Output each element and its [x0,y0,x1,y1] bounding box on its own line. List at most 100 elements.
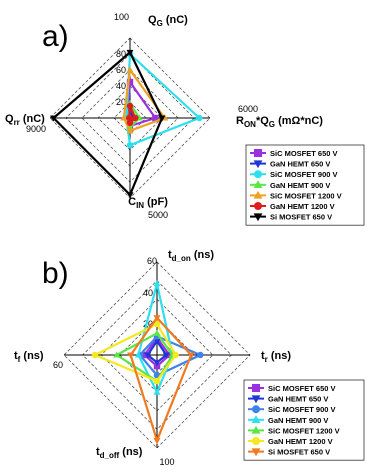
panel-2-max-label-tdoff: 100 [159,457,174,467]
panel-2-axis-title-tdon: td_on (ns) [168,249,214,263]
panel-2-legend-entry-gan-hemt-650-v-marker [251,395,261,404]
panel-1-legend-entry-gan-hemt-900-v: GaN HEMT 900 V [250,180,330,190]
panel-2-series-sic-mosfet-650-v-point-tdoff [153,362,161,370]
panel-1-axis-title-qrr: Qrr (nC) [5,113,45,127]
panel-1-series-gan-hemt-1200-v [125,102,139,127]
panel-1-legend-entry-gan-hemt-1200-v-marker [254,202,262,210]
panel-1-series-gan-hemt-1200-v-point-ronqg [132,114,139,122]
panel-1-axis-title-qg: QG (nC) [148,14,188,28]
panel-2-series-si-mosfet-650-v-point-tf [127,352,135,359]
panel-2-legend-entry-sic-mosfet-650-v-marker [252,384,260,392]
radar-chart-1: a) QG (nC) RON*QG (mΩ*nC) CIN (pF) Qrr (nC) 1… [5,12,365,226]
panel-1-series-sic-mosfet-1200-v-point-cin [126,127,134,134]
panel-2-legend-entry-gan-hemt-650-v: GaN HEMT 650 V [248,395,328,404]
panel-2-series-sic-mosfet-650-v-point-tr [166,351,173,359]
panel-2-series-sic-mosfet-650-v-point-tf [141,351,148,359]
panel-2-tick-20: 20 [143,319,153,329]
panel-2-axis-title-tf: tf (ns) [14,350,44,364]
panel-2-max-label-tf: 60 [53,360,63,370]
panel-1-legend-entry-sic-mosfet-650-v-marker [254,149,262,157]
panel-2-series-gan-hemt-1200-v [91,320,179,385]
panel-2-legend-entry-sic-mosfet-900-v: SiC MOSFET 900 V [248,405,336,414]
panel-1-series-si-mosfet-650-v-point-cin [126,192,134,199]
panel-1-tick-80: 80 [116,49,126,59]
panel-1-legend-entry-sic-mosfet-900-v: SiC MOSFET 900 V [250,170,338,179]
panel-1-axis-title-ronqg: RON*QG (mΩ*nC) [236,115,323,129]
panel-2-legend-entry-gan-hemt-900-v-label: GaN HEMT 900 V [268,416,328,425]
panel-2-legend-entry-sic-mosfet-900-v-marker [252,405,260,414]
panel-1-series-sic-mosfet-900-v-point-ronqg [196,114,203,122]
panel-2-grid-ring [63,261,251,449]
panel-1-max-label-ronqg: 6000 [238,104,258,114]
panel-2-series-sic-mosfet-900-v-point-tr [197,351,204,359]
panel-1-series-sic-mosfet-900-v-point-cin [126,142,134,149]
panel-1-series-si-mosfet-650-v-line [52,51,164,196]
panel-1-label: a) [42,20,69,53]
panel-2-legend-entry-gan-hemt-1200-v-label: GaN HEMT 1200 V [268,437,333,446]
panel-2-tick-40: 40 [143,288,153,298]
panel-1-legend-entry-gan-hemt-1200-v: GaN HEMT 1200 V [250,202,335,211]
panel-1-series-sic-mosfet-650-v-point-qg [126,78,134,86]
panel-2-series-gan-hemt-650-v [144,338,170,367]
panel-2-legend-entry-gan-hemt-650-v-label: GaN HEMT 650 V [268,395,328,404]
panel-1-series-gan-hemt-1200-v-point-cin [126,119,134,127]
panel-2-legend-entry-sic-mosfet-1200-v: SiC MOSFET 1200 V [248,425,340,435]
panel-2-legend-entry-sic-mosfet-1200-v-marker [251,425,261,434]
panel-1-series-gan-hemt-1200-v-point-qrr [125,114,133,122]
panel-2-legend-entry-gan-hemt-900-v-marker [251,415,261,423]
panel-2-series-si-mosfet-650-v-point-tdon [153,315,161,322]
panel-1-max-label-qrr: 9000 [26,124,46,134]
panel-1-tick-40: 40 [116,81,126,91]
panel-1-legend-entry-si-mosfet-650-v-label: Si MOSFET 650 V [270,213,332,222]
panel-2-legend-entry-sic-mosfet-650-v-label: SiC MOSFET 650 V [268,384,336,393]
panel-1-legend-entry-sic-mosfet-1200-v: SiC MOSFET 1200 V [250,190,342,200]
panel-2-legend-entry-sic-mosfet-1200-v-label: SiC MOSFET 1200 V [268,426,340,435]
panel-2-series-gan-hemt-1200-v-point-tdoff [153,377,161,385]
panel-1-legend-entry-gan-hemt-650-v: GaN HEMT 650 V [250,160,330,169]
panel-2-legend-entry-si-mosfet-650-v: Si MOSFET 650 V [248,448,330,457]
panel-2-series-gan-hemt-900-v-point-tdon [153,280,161,287]
panel-2-series [91,280,204,445]
panel-1-legend-entry-si-mosfet-650-v-marker [253,213,263,222]
panel-2-legend-entry-gan-hemt-1200-v: GaN HEMT 1200 V [248,437,333,446]
panel-1-max-label-cin: 5000 [148,210,168,220]
panel-2-series-gan-hemt-1200-v-point-tf [91,351,99,359]
panel-2-series-si-mosfet-650-v-point-tdoff [153,438,161,445]
panel-1-legend-entry-si-mosfet-650-v: Si MOSFET 650 V [250,213,332,222]
panel-2-max-label-tdon: 60 [147,256,157,266]
panel-2-series-si-mosfet-650-v-line [129,316,193,442]
panel-2-axis-title-tdoff: td_off (ns) [96,446,143,460]
panel-1-series [50,49,203,199]
panel-2-legend-entry-sic-mosfet-900-v-label: SiC MOSFET 900 V [268,405,336,414]
panel-2-series-gan-hemt-1200-v-point-tdon [153,320,161,328]
panel-1-series-sic-mosfet-650-v-point-ronqg [152,114,159,122]
panel-2-series-sic-mosfet-1200-v-point-tf [113,351,121,358]
panel-1-series-sic-mosfet-1200-v-point-qrr [120,114,128,121]
panel-1-legend-entry-sic-mosfet-650-v: SiC MOSFET 650 V [250,149,338,158]
panel-2-label: b) [42,257,69,290]
panel-2-legend-entry-gan-hemt-1200-v-marker [252,437,260,445]
panel-1-axis-title-cin: CIN (pF) [128,196,168,210]
panel-2-series-gan-hemt-650-v-point-tdon [153,338,161,345]
radar-chart-2: b) td_on (ns) tr (ns) td_off (ns) tf (ns) 60 1… [14,249,365,467]
panel-1-legend-entry-gan-hemt-1200-v-label: GaN HEMT 1200 V [270,202,335,211]
panel-2-legend-entry-si-mosfet-650-v-marker [251,448,261,457]
panel-2-legend-entry-si-mosfet-650-v-label: Si MOSFET 650 V [268,448,330,457]
panel-1-series-si-mosfet-650-v-point-qrr [50,115,58,122]
panel-1-legend-entry-sic-mosfet-1200-v-marker [253,190,263,199]
panel-1-series-si-mosfet-650-v-point-qg [126,49,134,57]
panel-1-series-sic-mosfet-1200-v-point-qg [126,66,134,73]
panel-1-max-label-qg: 100 [114,12,129,22]
panel-2-series-gan-hemt-650-v-point-tdoff [153,359,161,367]
panel-1-tick-60: 60 [116,65,126,75]
panel-1-legend-entry-sic-mosfet-900-v-label: SiC MOSFET 900 V [270,170,338,179]
panel-1-legend-entry-sic-mosfet-1200-v-label: SiC MOSFET 1200 V [270,191,342,200]
panel-2-series-gan-hemt-900-v-point-tf [134,351,142,358]
panel-2-series-gan-hemt-900-v-point-tdoff [153,388,161,395]
panel-1-tick-20: 20 [116,97,126,107]
panel-1-legend-entry-sic-mosfet-900-v-marker [254,170,262,179]
panel-1-legend-entry-gan-hemt-650-v-marker [253,160,263,169]
panel-2-axis-title-tr: tr (ns) [261,350,291,364]
